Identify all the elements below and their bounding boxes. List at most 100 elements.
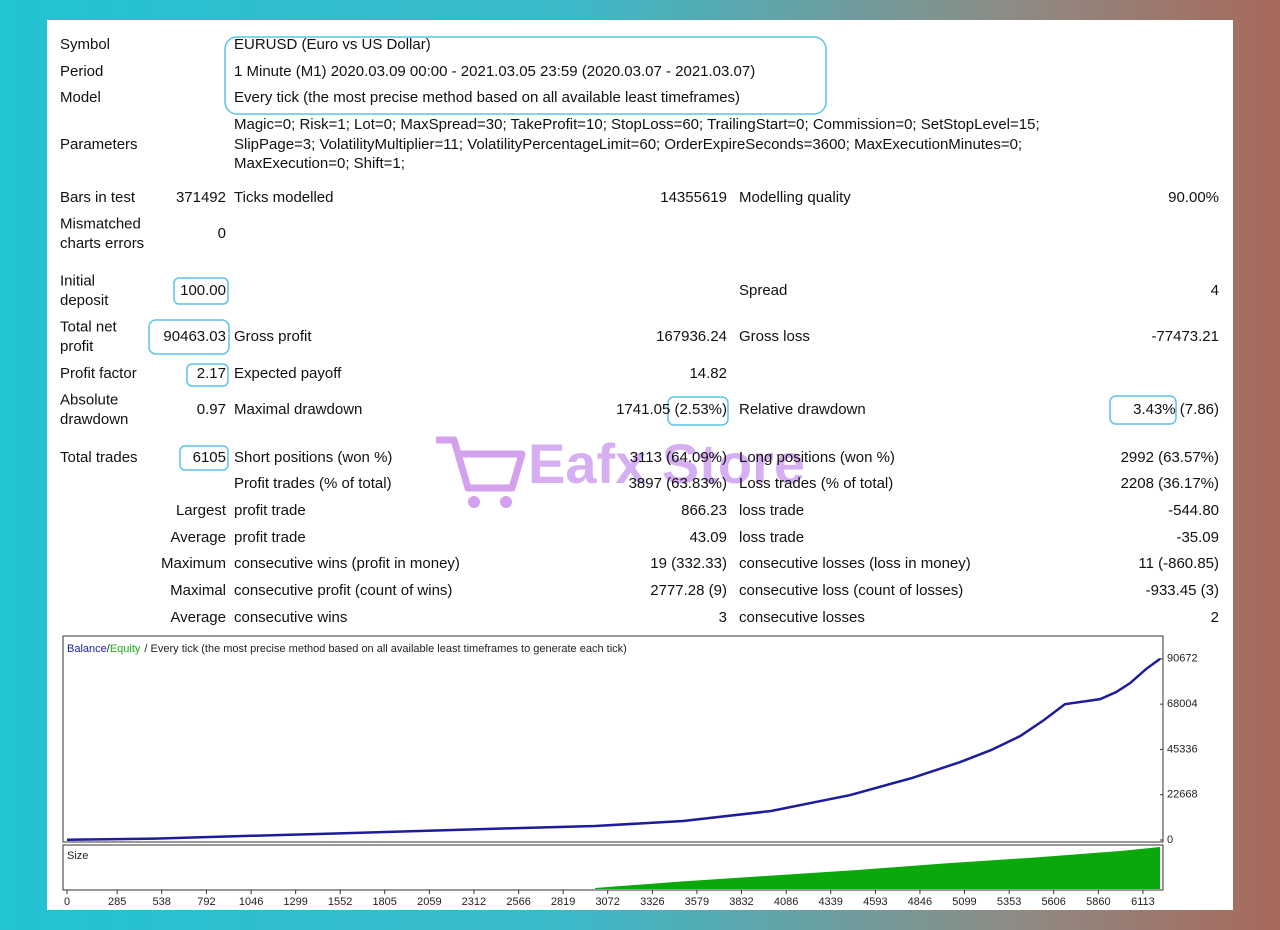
highlight [1109, 395, 1177, 425]
legend-equity: Equity [110, 643, 141, 655]
stat-value: 100.00 [180, 282, 226, 299]
stat-label: Modelling quality [739, 189, 851, 206]
x-tick-label: 5860 [1086, 896, 1110, 908]
stat-value: 6105 [193, 449, 226, 466]
group-label: Maximum [161, 555, 226, 572]
y-tick-label: 22668 [1167, 789, 1198, 801]
stat-label: deposit [60, 292, 109, 309]
parameters-line: MaxExecution=0; Shift=1; [234, 155, 405, 172]
stat-label: consecutive wins [234, 609, 347, 626]
highlight [179, 445, 229, 471]
stat-value: 14.82 [689, 365, 727, 382]
stat-value: 2777.28 (9) [650, 582, 727, 599]
stat-label: Long positions (won %) [739, 449, 895, 466]
size-area [595, 846, 1160, 889]
cart-wheel [468, 496, 480, 508]
stat-label: Ticks modelled [234, 189, 333, 206]
field-label: Period [60, 63, 103, 80]
highlight [667, 396, 729, 426]
x-tick-label: 3072 [595, 896, 619, 908]
highlight [186, 363, 229, 387]
stat-label: Loss trades (% of total) [739, 475, 893, 492]
watermark-text: Eafx Store [528, 432, 805, 495]
field-label: Model [60, 89, 101, 106]
stat-label: Relative drawdown [739, 401, 866, 418]
plot-frame [62, 635, 1164, 843]
stat-label: Absolute [60, 391, 118, 408]
x-tick-label: 6113 [1131, 896, 1155, 908]
stat-value: 3 [719, 609, 727, 626]
stat-label: Profit trades (% of total) [234, 475, 392, 492]
stat-label: Initial [60, 272, 95, 289]
stat-label: consecutive losses (loss in money) [739, 555, 971, 572]
legend-balance: Balance [67, 643, 107, 655]
group-label: Largest [176, 502, 227, 519]
stat-label: Profit factor [60, 365, 137, 382]
stat-value: -933.45 (3) [1146, 582, 1219, 599]
stat-label: consecutive wins (profit in money) [234, 555, 460, 572]
x-tick-label: 4593 [863, 896, 887, 908]
x-tick-label: 0 [64, 896, 70, 908]
cart-wheel [500, 496, 512, 508]
stat-label: charts errors [60, 235, 144, 252]
x-tick-label: 1805 [372, 896, 396, 908]
stat-label: loss trade [739, 502, 804, 519]
field-label: Parameters [60, 136, 138, 153]
stat-value: 2 [1211, 609, 1219, 626]
x-tick-label: 2819 [551, 896, 575, 908]
legend: Balance/Equity / Every tick (the most pre… [67, 643, 627, 655]
x-tick-label: 2566 [506, 896, 530, 908]
x-tick-label: 792 [197, 896, 215, 908]
y-tick-label: 0 [1167, 834, 1173, 846]
x-tick-label: 1299 [283, 896, 307, 908]
stat-value: 3.43% (7.86) [1133, 401, 1219, 418]
x-tick-label: 5353 [997, 896, 1021, 908]
field-value: 1 Minute (M1) 2020.03.09 00:00 - 2021.03… [234, 63, 755, 80]
x-tick-label: 4086 [774, 896, 798, 908]
x-tick-label: 2059 [417, 896, 441, 908]
stat-value: -544.80 [1168, 502, 1219, 519]
stat-value: 11 (-860.85) [1138, 555, 1219, 572]
group-label: Maximal [170, 582, 226, 599]
stat-label: Gross profit [234, 328, 312, 345]
stat-label: drawdown [60, 411, 128, 428]
chart-subtitle: / Every tick (the most precise method ba… [144, 643, 626, 655]
stat-label: consecutive losses [739, 609, 865, 626]
stat-label: profit trade [234, 502, 306, 519]
stat-value: 1741.05 (2.53%) [616, 401, 727, 418]
highlight [173, 277, 229, 305]
field-value: Every tick (the most precise method base… [234, 89, 740, 106]
highlight [224, 36, 827, 115]
x-tick-label: 4846 [908, 896, 932, 908]
field-value: EURUSD (Euro vs US Dollar) [234, 36, 431, 53]
stat-value: 0 [218, 225, 226, 242]
stat-value: 2208 (36.17%) [1121, 475, 1219, 492]
stat-value: -35.09 [1176, 529, 1219, 546]
stat-label: profit trade [234, 529, 306, 546]
y-tick-label: 90672 [1167, 653, 1198, 665]
x-tick-label: 3579 [685, 896, 709, 908]
x-tick-label: 3832 [729, 896, 753, 908]
highlights [148, 36, 1177, 471]
stat-label: consecutive profit (count of wins) [234, 582, 452, 599]
stat-value: 3113 (64.09%) [630, 449, 727, 466]
stat-label: profit [60, 338, 94, 355]
stat-label: Total trades [60, 449, 138, 466]
parameters-line: SlipPage=3; VolatilityMultiplier=11; Vol… [234, 136, 1022, 153]
stat-label: Maximal drawdown [234, 401, 362, 418]
x-tick-label: 4339 [818, 896, 842, 908]
stat-label: Bars in test [60, 189, 136, 206]
x-tick-label: 5099 [952, 896, 976, 908]
stat-value: 2992 (63.57%) [1121, 449, 1219, 466]
stat-label: loss trade [739, 529, 804, 546]
stat-value: 4 [1211, 282, 1219, 299]
stat-label: consecutive loss (count of losses) [739, 582, 963, 599]
x-tick-label: 1046 [239, 896, 263, 908]
stat-value: 90.00% [1168, 189, 1219, 206]
x-tick-label: 3326 [640, 896, 664, 908]
stat-value: 19 (332.33) [650, 555, 727, 572]
parameters-line: Magic=0; Risk=1; Lot=0; MaxSpread=30; Ta… [234, 116, 1040, 133]
stat-value: 90463.03 [163, 328, 226, 345]
